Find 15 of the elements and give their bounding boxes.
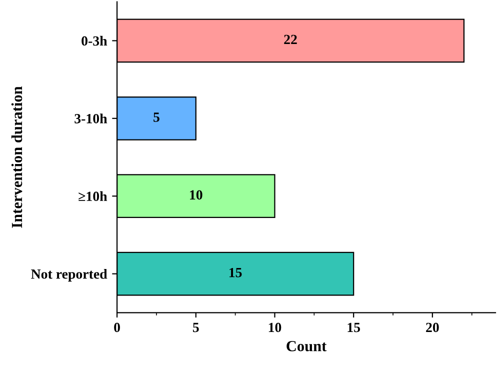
data-label: 15 — [229, 268, 242, 278]
x-axis-title: Count — [286, 341, 327, 352]
y-tick-label: ≥10h — [78, 191, 108, 202]
x-tick-label: 15 — [348, 322, 360, 332]
y-axis-title: Intervention duration — [11, 86, 22, 228]
data-label: 22 — [284, 34, 297, 44]
x-tick-label: 5 — [192, 322, 199, 332]
x-tick-label: 0 — [114, 322, 120, 332]
y-tick-label: 3-10h — [74, 114, 108, 124]
x-tick-label: 10 — [268, 322, 282, 332]
data-label: 5 — [154, 112, 160, 122]
x-tick-label: 20 — [426, 322, 439, 332]
y-tick-label: 0-3h — [82, 36, 108, 46]
data-label: 10 — [190, 190, 202, 200]
y-tick-label: Not reported — [31, 268, 108, 282]
